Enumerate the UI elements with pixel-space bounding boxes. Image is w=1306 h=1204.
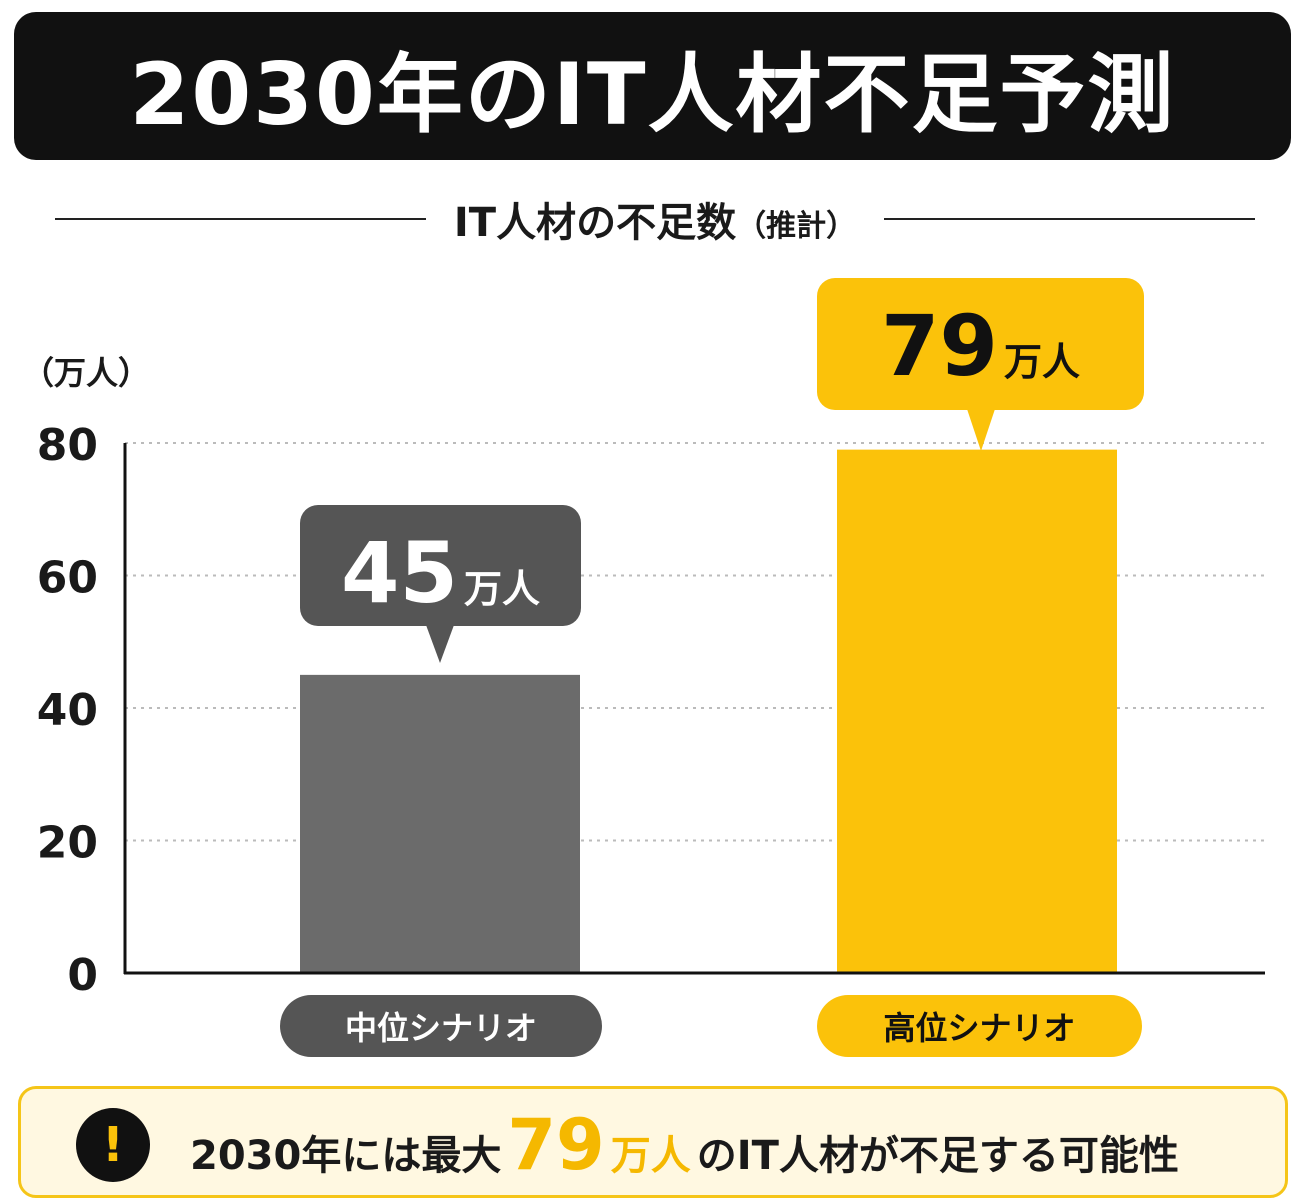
- page-title: 2030年のIT人材不足予測: [129, 44, 1176, 145]
- note-highlight-unit: 万人: [610, 1133, 691, 1179]
- note-box: [18, 1086, 1288, 1198]
- y-tick-label: 20: [37, 818, 98, 869]
- subtitle-rule-right: [884, 218, 1256, 220]
- chart-subtitle: IT人材の不足数（推計）: [426, 190, 884, 248]
- subtitle-text: IT人材の不足数: [453, 200, 737, 246]
- title-banner: 2030年のIT人材不足予測: [14, 12, 1291, 160]
- subtitle-rule-left: [55, 218, 426, 220]
- note-prefix: 2030年には最大: [190, 1133, 502, 1179]
- category-label-mid: 中位シナリオ: [280, 995, 602, 1057]
- bar-high: [837, 449, 1117, 973]
- bar-mid: [300, 674, 580, 973]
- subtitle-row: IT人材の不足数（推計）: [55, 188, 1256, 250]
- callout-tail-mid: [426, 625, 454, 663]
- y-axis-unit-label: （万人）: [22, 354, 151, 392]
- callout-mid-value: 45: [341, 524, 458, 622]
- y-tick-label: 60: [37, 553, 98, 604]
- note-suffix: のIT人材が不足する可能性: [696, 1133, 1179, 1179]
- callout-tail-high: [967, 409, 995, 451]
- note-text: 2030年には最大 79 万人 のIT人材が不足する可能性: [190, 1092, 1179, 1192]
- callout-high-value: 79: [881, 297, 998, 395]
- y-tick-label: 80: [37, 420, 98, 471]
- callout-high-unit: 万人: [1003, 340, 1080, 384]
- category-label-high: 高位シナリオ: [817, 995, 1142, 1057]
- subtitle-note: （推計）: [736, 209, 857, 244]
- y-tick-label: 0: [67, 950, 98, 1001]
- exclamation-glyph: !: [102, 1117, 124, 1173]
- exclamation-icon: !: [76, 1108, 150, 1182]
- y-tick-label: 40: [37, 685, 98, 736]
- callout-mid: 45 万人: [300, 505, 581, 626]
- callout-high: 79 万人: [817, 278, 1144, 410]
- callout-mid-unit: 万人: [463, 567, 540, 611]
- note-highlight-value: 79: [507, 1104, 605, 1186]
